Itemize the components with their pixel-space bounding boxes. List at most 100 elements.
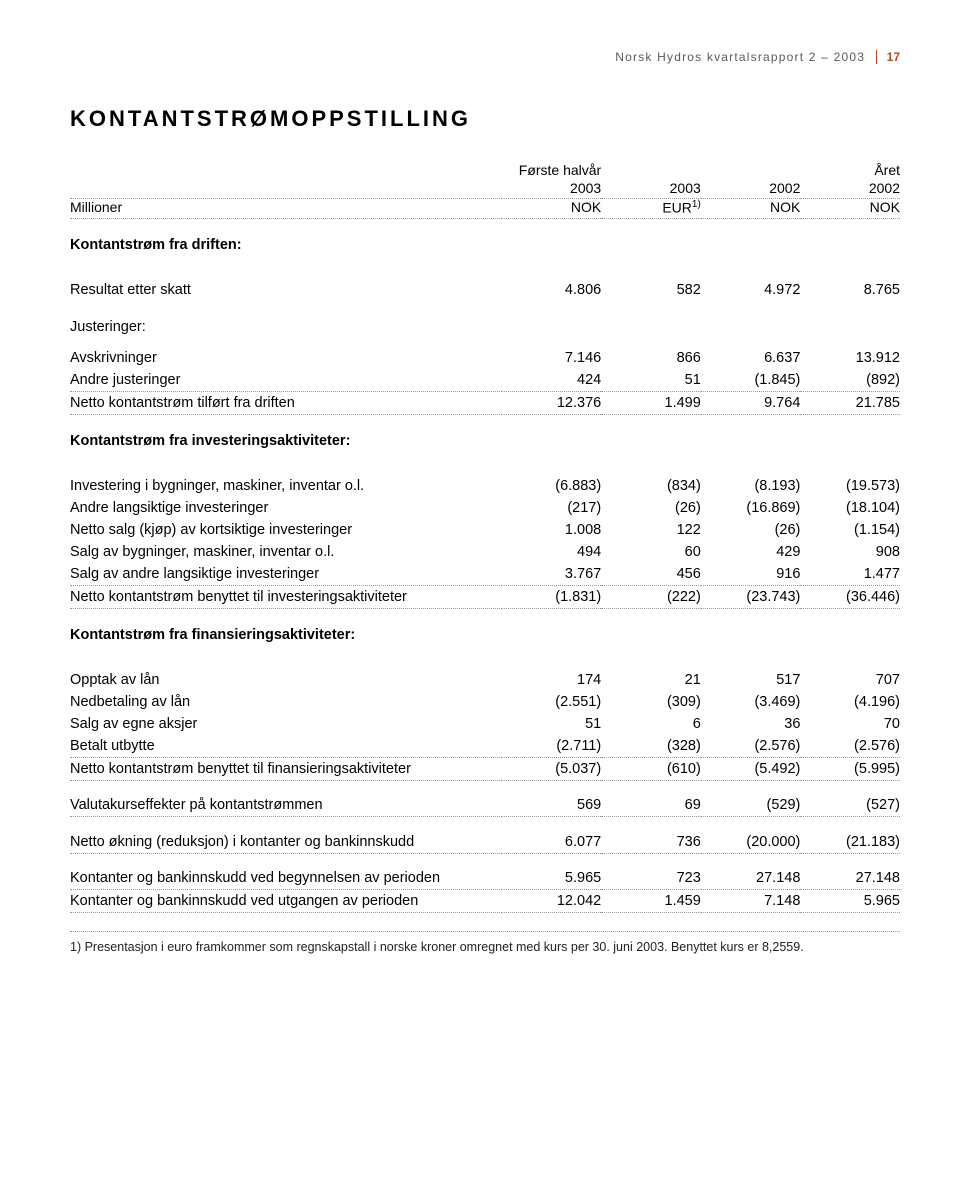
page-number: 17 (876, 50, 900, 64)
table-row-value: 456 (601, 563, 701, 586)
footnote: 1) Presentasjon i euro framkommer som re… (70, 931, 900, 954)
table-row-label: Andre justeringer (70, 369, 502, 392)
table-row-value: 21.785 (800, 391, 900, 414)
table-row-label: Andre langsiktige investeringer (70, 497, 502, 519)
table-row: Kontanter og bankinnskudd ved begynnelse… (70, 867, 900, 890)
table-row: Andre langsiktige investeringer(217)(26)… (70, 497, 900, 519)
table-row: Betalt utbytte(2.711)(328)(2.576)(2.576) (70, 735, 900, 758)
table-row-value: (2.551) (502, 691, 602, 713)
table-row-value: 69 (601, 794, 701, 817)
table-row: Salg av bygninger, maskiner, inventar o.… (70, 541, 900, 563)
table-row-value: (26) (701, 519, 801, 541)
table-row-value: (16.869) (701, 497, 801, 519)
page-header: Norsk Hydros kvartalsrapport 2 – 2003 17 (70, 50, 900, 64)
table-row-value: 866 (601, 347, 701, 369)
table-row-value: (529) (701, 794, 801, 817)
table-row-value: (834) (601, 475, 701, 497)
table-row-value: (20.000) (701, 831, 801, 854)
table-row-value: (23.743) (701, 585, 801, 608)
section-heading: Justeringer: (70, 301, 900, 347)
table-row-value: 5.965 (502, 867, 602, 890)
table-row-value: (1.845) (701, 369, 801, 392)
table-row-value: 60 (601, 541, 701, 563)
table-row-value: 3.767 (502, 563, 602, 586)
section-heading: Kontantstrøm fra finansieringsaktivitete… (70, 608, 900, 655)
table-row-value: 429 (701, 541, 801, 563)
table-row-value: 6.077 (502, 831, 602, 854)
table-row-value: 122 (601, 519, 701, 541)
table-row-value: 916 (701, 563, 801, 586)
section-heading: Kontantstrøm fra driften: (70, 218, 900, 265)
table-row-value: 12.376 (502, 391, 602, 414)
table-row-label: Salg av bygninger, maskiner, inventar o.… (70, 541, 502, 563)
table-row-value: 7.146 (502, 347, 602, 369)
table-row-value: (217) (502, 497, 602, 519)
report-name: Norsk Hydros kvartalsrapport 2 – 2003 (615, 50, 865, 64)
table-row-value: 21 (601, 669, 701, 691)
table-row-label: Netto kontantstrøm tilført fra driften (70, 391, 502, 414)
table-row-value: 1.459 (601, 890, 701, 913)
table-row-value: (5.037) (502, 757, 602, 780)
table-row-label: Netto kontantstrøm benyttet til invester… (70, 585, 502, 608)
table-row-value: 1.477 (800, 563, 900, 586)
table-row: Kontanter og bankinnskudd ved utgangen a… (70, 890, 900, 913)
table-row-value: (2.711) (502, 735, 602, 758)
table-row-value: 1.008 (502, 519, 602, 541)
table-row-value: (1.154) (800, 519, 900, 541)
table-row-value: (19.573) (800, 475, 900, 497)
page-title: KONTANTSTRØMOPPSTILLING (70, 106, 900, 132)
table-row-value: 7.148 (701, 890, 801, 913)
table-row-value: 6 (601, 713, 701, 735)
table-row-value: 736 (601, 831, 701, 854)
table-row-value: (36.446) (800, 585, 900, 608)
table-row-value: 8.765 (800, 279, 900, 301)
table-row: Nedbetaling av lån(2.551)(309)(3.469)(4.… (70, 691, 900, 713)
table-row-label: Salg av egne aksjer (70, 713, 502, 735)
table-row: Andre justeringer42451(1.845)(892) (70, 369, 900, 392)
table-row: Valutakurseffekter på kontantstrømmen569… (70, 794, 900, 817)
table-row-value: 4.806 (502, 279, 602, 301)
table-row-label: Avskrivninger (70, 347, 502, 369)
table-row-value: (18.104) (800, 497, 900, 519)
table-row-value: 70 (800, 713, 900, 735)
table-row-value: 6.637 (701, 347, 801, 369)
table-row-value: (892) (800, 369, 900, 392)
table-row: Investering i bygninger, maskiner, inven… (70, 475, 900, 497)
table-row-value: 517 (701, 669, 801, 691)
table-row-value: (5.492) (701, 757, 801, 780)
table-row-value: 424 (502, 369, 602, 392)
table-row-value: (6.883) (502, 475, 602, 497)
table-row: Salg av egne aksjer5163670 (70, 713, 900, 735)
table-row-label: Kontanter og bankinnskudd ved begynnelse… (70, 867, 502, 890)
table-row: Netto kontantstrøm benyttet til invester… (70, 585, 900, 608)
table-row-value: 36 (701, 713, 801, 735)
table-row: Opptak av lån17421517707 (70, 669, 900, 691)
table-row-value: 51 (502, 713, 602, 735)
table-row-value: (5.995) (800, 757, 900, 780)
table-row-value: (309) (601, 691, 701, 713)
table-row-label: Betalt utbytte (70, 735, 502, 758)
table-row-label: Netto økning (reduksjon) i kontanter og … (70, 831, 502, 854)
table-row-value: (21.183) (800, 831, 900, 854)
table-row-value: 1.499 (601, 391, 701, 414)
table-row-value: 908 (800, 541, 900, 563)
table-row-value: (610) (601, 757, 701, 780)
table-row-value: (328) (601, 735, 701, 758)
table-row-value: (2.576) (701, 735, 801, 758)
table-row-label: Netto salg (kjøp) av kortsiktige investe… (70, 519, 502, 541)
table-row: Netto kontantstrøm tilført fra driften12… (70, 391, 900, 414)
table-row-value: 5.965 (800, 890, 900, 913)
table-row-value: 494 (502, 541, 602, 563)
table-row: Netto kontantstrøm benyttet til finansie… (70, 757, 900, 780)
table-row-value: 707 (800, 669, 900, 691)
table-row-value: 723 (601, 867, 701, 890)
table-row-value: 12.042 (502, 890, 602, 913)
table-row: Netto økning (reduksjon) i kontanter og … (70, 831, 900, 854)
table-row-value: (26) (601, 497, 701, 519)
table-row: Salg av andre langsiktige investeringer3… (70, 563, 900, 586)
table-row-value: 27.148 (701, 867, 801, 890)
table-row-value: (3.469) (701, 691, 801, 713)
table-row-value: 13.912 (800, 347, 900, 369)
table-row: Netto salg (kjøp) av kortsiktige investe… (70, 519, 900, 541)
section-heading: Kontantstrøm fra investeringsaktiviteter… (70, 414, 900, 461)
